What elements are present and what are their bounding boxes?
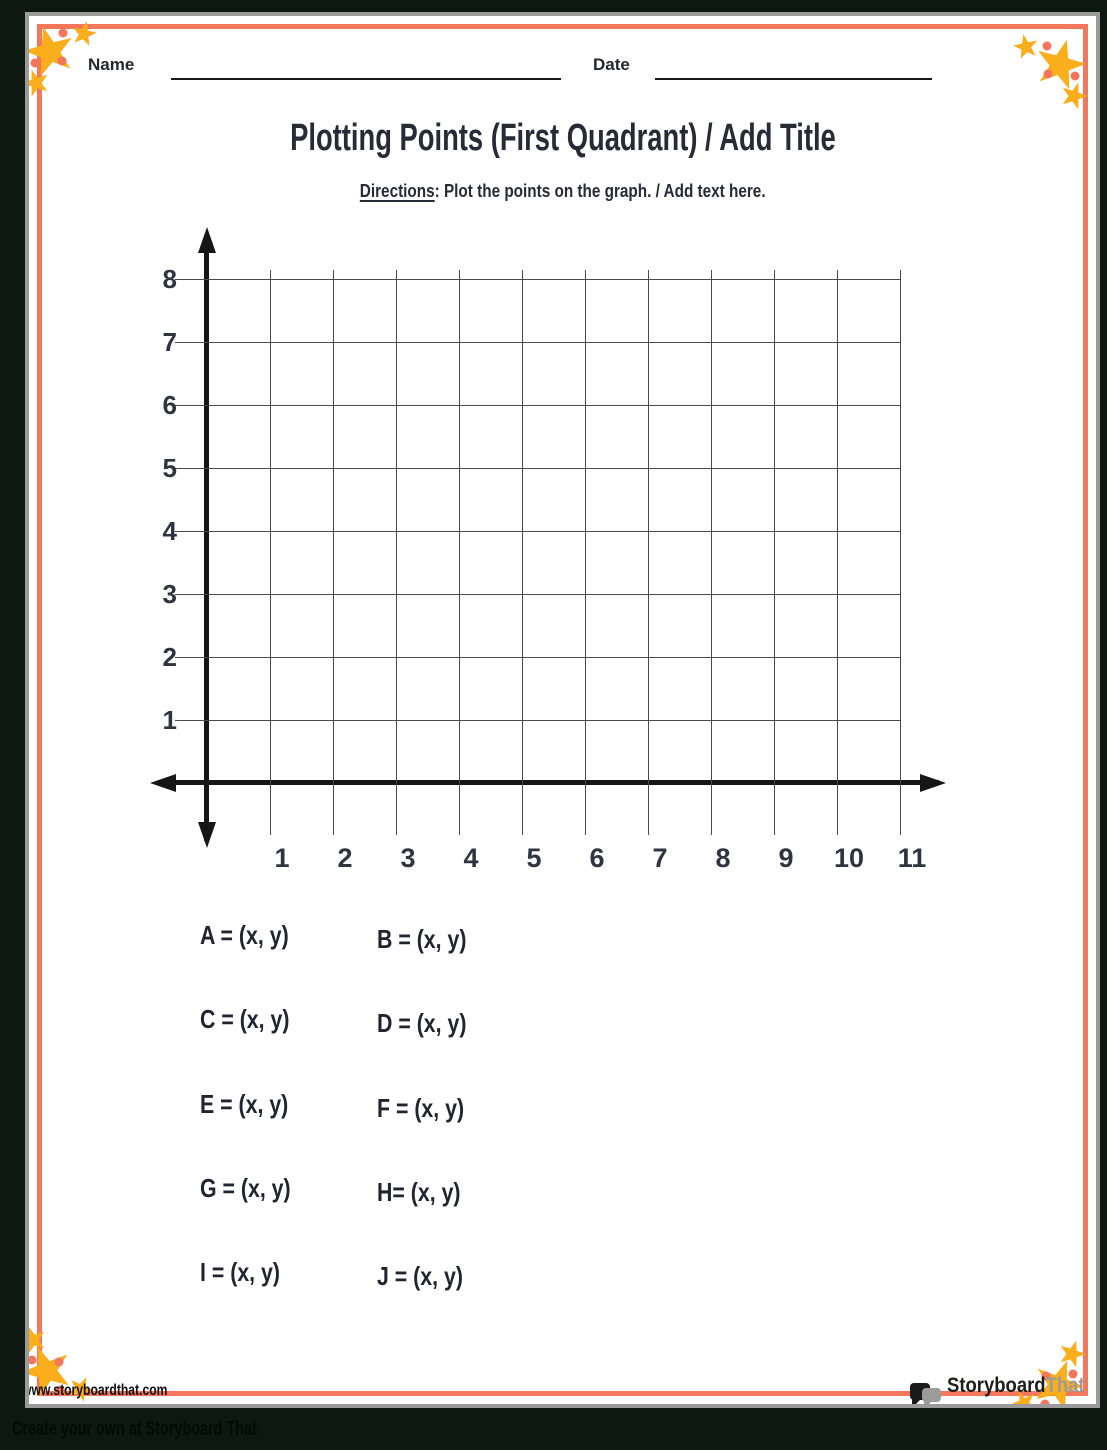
y-tick-label: 8 [162,264,177,294]
point-item-text: I = (x, y) [200,1257,280,1287]
y-tick-label: 7 [162,327,177,357]
coordinate-grid[interactable]: 1 2 3 4 5 6 7 8 9 10 11 1 2 3 4 5 6 7 8 [29,16,1096,1404]
grid-vertical-line [459,270,460,835]
y-axis-line [204,241,209,841]
point-item-text: H= (x, y) [377,1177,461,1207]
worksheet-title[interactable]: Plotting Points (First Quadrant) / Add T… [29,117,1096,160]
grid-horizontal-line [175,405,900,406]
x-tick-label: 6 [589,843,605,873]
grid-vertical-line [333,270,334,835]
point-item-text: G = (x, y) [200,1173,291,1203]
directions-text: : Plot the points on the graph. / Add te… [434,181,766,201]
y-tick-label: 2 [162,642,177,672]
grid-vertical-line [837,270,838,835]
grid-horizontal-line [175,720,900,721]
grid-vertical-line [585,270,586,835]
grid-horizontal-line [175,531,900,532]
x-tick-label: 10 [833,843,865,873]
bottom-bar-text: Create your own at Storyboard That [12,1418,257,1440]
grid-vertical-line [648,270,649,835]
x-tick-label: 7 [652,843,668,873]
grid-vertical-line [774,270,775,835]
point-item-text: F = (x, y) [377,1093,465,1123]
grid-vertical-line [270,270,271,835]
name-input-line[interactable] [171,36,561,80]
storyboardthat-logo: StoryboardThat [947,1374,1096,1398]
worksheet-page: Name Date Plotting Points (First Quadran… [25,12,1100,1408]
x-axis-right-arrow-icon [920,774,946,792]
point-item[interactable]: D = (x, y) [377,1008,486,1039]
x-axis-line [161,780,939,785]
y-tick-label: 1 [162,705,177,735]
logo-that-text: That [1045,1374,1085,1397]
worksheet-title-text: Plotting Points (First Quadrant) / Add T… [289,117,836,159]
point-item[interactable]: B = (x, y) [377,924,486,955]
directions[interactable]: Directions: Plot the points on the graph… [29,179,1096,203]
directions-label: Directions [359,181,435,201]
point-item[interactable]: I = (x, y) [200,1257,298,1288]
point-item-text: J = (x, y) [377,1261,463,1291]
grid-horizontal-line [175,279,900,280]
speech-bubble-front-icon [922,1388,941,1402]
speech-bubble-tail-icon [912,1398,922,1404]
y-tick-label: 4 [162,516,177,546]
x-tick-label: 11 [897,843,927,873]
y-axis-down-arrow-icon [198,822,216,848]
x-tick-label: 3 [400,843,416,873]
grid-horizontal-line [175,657,900,658]
y-tick-label: 5 [162,453,177,483]
date-input-line[interactable] [655,36,932,80]
grid-horizontal-line [175,468,900,469]
x-tick-label: 8 [715,843,731,873]
x-tick-label: 4 [463,843,479,873]
point-item[interactable]: E = (x, y) [200,1089,308,1120]
grid-horizontal-line [175,594,900,595]
point-item-text: D = (x, y) [377,1008,467,1038]
logo-storyboard-text: Storyboard [947,1374,1046,1397]
grid-vertical-line [396,270,397,835]
decorative-border-frame [37,24,1088,1396]
point-item-text: B = (x, y) [377,924,467,954]
point-item[interactable]: G = (x, y) [200,1173,311,1204]
grid-vertical-line [711,270,712,835]
point-item[interactable]: A = (x, y) [200,920,308,951]
point-item-text: A = (x, y) [200,920,289,950]
point-item[interactable]: C = (x, y) [200,1004,309,1035]
x-axis-left-arrow-icon [150,774,176,792]
y-tick-label: 3 [162,579,177,609]
y-tick-label: 6 [162,390,177,420]
speech-bubble-front-tail-icon [924,1401,932,1404]
grid-vertical-line [522,270,523,835]
x-tick-label: 2 [337,843,353,873]
point-item[interactable]: F = (x, y) [377,1093,483,1124]
y-axis-up-arrow-icon [198,227,216,253]
point-item[interactable]: J = (x, y) [377,1261,482,1292]
point-item-text: C = (x, y) [200,1004,290,1034]
website-url: www.storyboardthat.com [25,1382,168,1399]
x-tick-label: 1 [274,843,290,873]
grid-horizontal-line [175,342,900,343]
point-item-text: E = (x, y) [200,1089,289,1119]
point-item[interactable]: H= (x, y) [377,1177,479,1208]
x-tick-label: 5 [526,843,542,873]
grid-vertical-line [900,270,901,835]
date-label: Date [593,55,630,74]
x-tick-label: 9 [778,843,794,873]
name-label: Name [88,55,135,74]
